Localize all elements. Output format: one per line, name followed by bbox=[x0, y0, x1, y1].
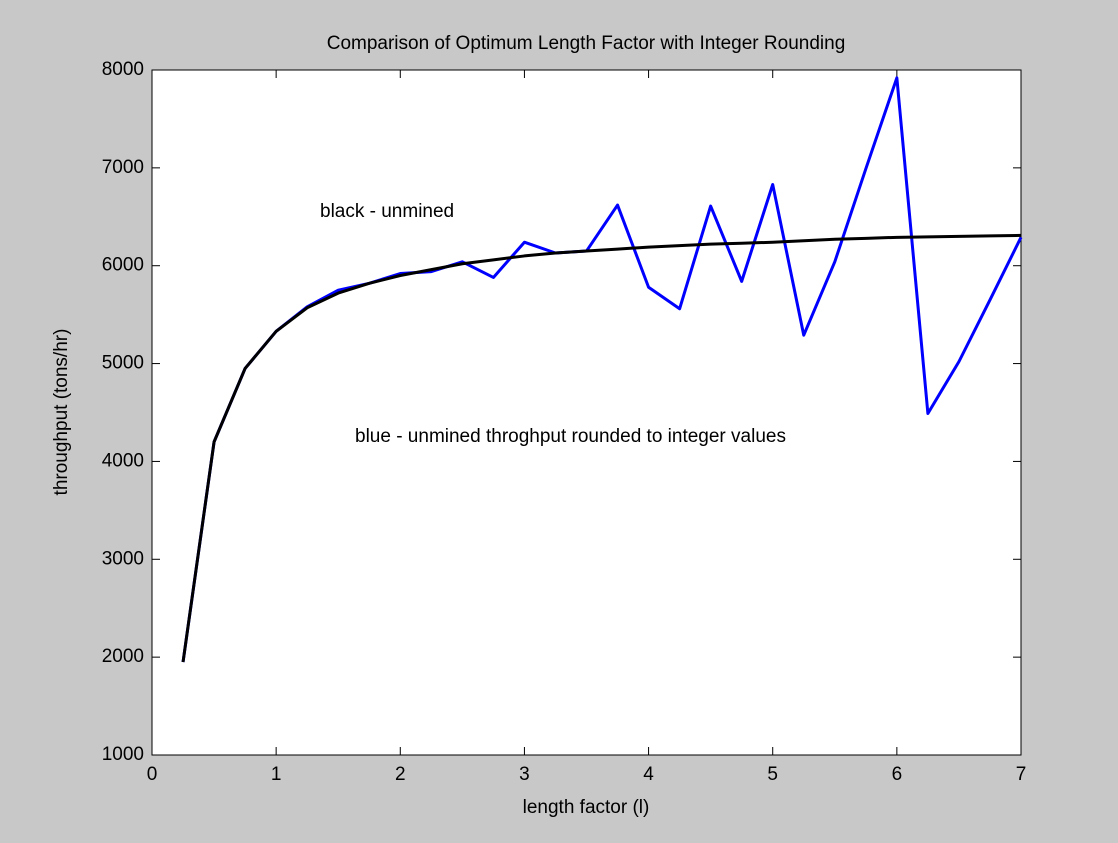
annotation: black - unmined bbox=[320, 201, 454, 222]
y-axis-label: throughput (tons/hr) bbox=[51, 329, 72, 496]
x-tick-label: 3 bbox=[519, 764, 530, 785]
plot-area bbox=[151, 69, 1022, 756]
x-tick-label: 0 bbox=[147, 764, 158, 785]
y-tick-label: 8000 bbox=[102, 59, 144, 80]
y-tick-label: 7000 bbox=[102, 157, 144, 178]
x-tick-label: 1 bbox=[271, 764, 282, 785]
x-tick-label: 7 bbox=[1016, 764, 1027, 785]
y-tick-label: 2000 bbox=[102, 646, 144, 667]
y-tick-label: 4000 bbox=[102, 450, 144, 471]
series-line bbox=[181, 233, 1022, 663]
x-axis-label: length factor (l) bbox=[523, 797, 650, 818]
y-tick-label: 1000 bbox=[102, 744, 144, 765]
x-tick-label: 4 bbox=[643, 764, 654, 785]
x-tick-label: 2 bbox=[395, 764, 406, 785]
y-tick-label: 3000 bbox=[102, 548, 144, 569]
y-tick-label: 5000 bbox=[102, 353, 144, 374]
annotation: blue - unmined throghput rounded to inte… bbox=[355, 426, 786, 447]
x-tick-label: 5 bbox=[767, 764, 778, 785]
y-tick-label: 6000 bbox=[102, 255, 144, 276]
series-line bbox=[181, 76, 1023, 663]
chart-title: Comparison of Optimum Length Factor with… bbox=[327, 33, 846, 54]
x-tick-label: 6 bbox=[892, 764, 903, 785]
